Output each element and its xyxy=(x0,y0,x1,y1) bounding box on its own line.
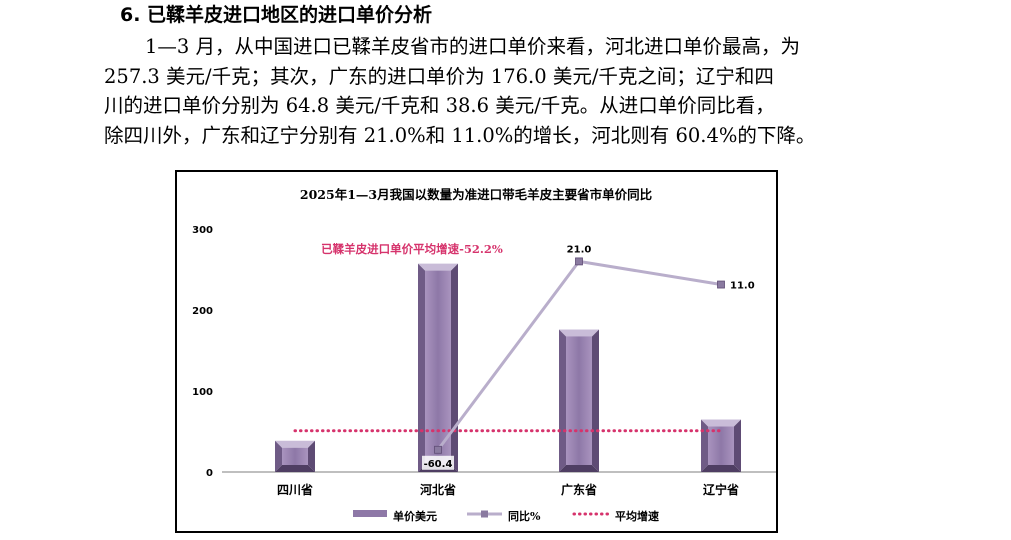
bar-right-face xyxy=(592,329,599,472)
bar xyxy=(701,419,741,472)
bar xyxy=(275,440,315,472)
legend-line-marker xyxy=(481,510,488,518)
bar-left-face xyxy=(418,263,425,472)
section-heading: 6. 已鞣羊皮进口地区的进口单价分析 xyxy=(120,4,433,26)
yoy-data-label: 21.0 xyxy=(567,244,592,255)
paragraph-line: 1—3 月，从中国进口已鞣羊皮省市的进口单价来看，河北进口单价最高，为 xyxy=(145,35,801,58)
bar-bottom-face xyxy=(701,465,741,472)
bar-top-face xyxy=(701,419,741,427)
bar-front-face xyxy=(708,426,734,465)
bar-top-face xyxy=(275,440,315,448)
bar-front-face xyxy=(566,336,592,465)
legend-label: 单价美元 xyxy=(393,509,437,523)
y-left-tick-label: 200 xyxy=(192,306,213,317)
x-category-label: 四川省 xyxy=(277,482,313,497)
chart-canvas: 2025年1—3月我国以数量为准进口带毛羊皮主要省市单价同比 已鞣羊皮进口单价平… xyxy=(192,187,776,523)
x-category-label: 广东省 xyxy=(561,482,597,497)
bar-right-face xyxy=(734,419,741,472)
yoy-data-label: 11.0 xyxy=(730,281,755,292)
bar-bottom-face xyxy=(275,465,315,472)
average-growth-annotation: 已鞣羊皮进口单价平均增速-52.2% xyxy=(321,242,503,256)
bar-left-face xyxy=(275,440,282,472)
paragraph-line: 除四川外，广东和辽宁分别有 21.0%和 11.0%的增长，河北则有 60.4%… xyxy=(104,123,816,147)
bar-front-face xyxy=(425,270,451,465)
bar-left-face xyxy=(701,419,708,472)
y-left-tick-label: 300 xyxy=(192,225,213,236)
yoy-point-marker xyxy=(575,257,583,266)
legend-label: 同比% xyxy=(508,509,541,523)
bar-front-face xyxy=(282,447,308,465)
paragraph-line: 257.3 美元/千克；其次，广东的进口单价为 176.0 美元/千克之间；辽宁… xyxy=(104,64,774,88)
chart-title: 2025年1—3月我国以数量为准进口带毛羊皮主要省市单价同比 xyxy=(300,187,653,202)
x-category-label: 辽宁省 xyxy=(703,482,739,497)
bar-bottom-face xyxy=(559,465,599,472)
bar-top-face xyxy=(418,263,458,271)
bar-right-face xyxy=(451,263,458,472)
y-left-tick-label: 0 xyxy=(206,468,213,479)
bar-left-face xyxy=(559,329,566,472)
legend-bar-swatch xyxy=(353,510,387,517)
yoy-point-marker xyxy=(434,445,442,454)
y-left-tick-label: 100 xyxy=(192,387,213,398)
analysis-paragraph: 1—3 月，从中国进口已鞣羊皮省市的进口单价来看，河北进口单价最高，为 257.… xyxy=(104,32,916,150)
paragraph-line: 川的进口单价分别为 64.8 美元/千克和 38.6 美元/千克。从进口单价同比… xyxy=(104,94,775,117)
yoy-data-label: -60.4 xyxy=(424,459,453,470)
bar xyxy=(559,329,599,472)
unit-price-chart: 2025年1—3月我国以数量为准进口带毛羊皮主要省市单价同比 已鞣羊皮进口单价平… xyxy=(175,170,778,533)
legend-label: 平均增速 xyxy=(615,509,659,523)
bar-top-face xyxy=(559,329,599,337)
bar-right-face xyxy=(308,440,315,472)
yoy-label-bg xyxy=(422,455,454,470)
bar xyxy=(418,263,458,472)
yoy-point-marker xyxy=(717,280,725,289)
x-category-label: 河北省 xyxy=(419,482,456,497)
